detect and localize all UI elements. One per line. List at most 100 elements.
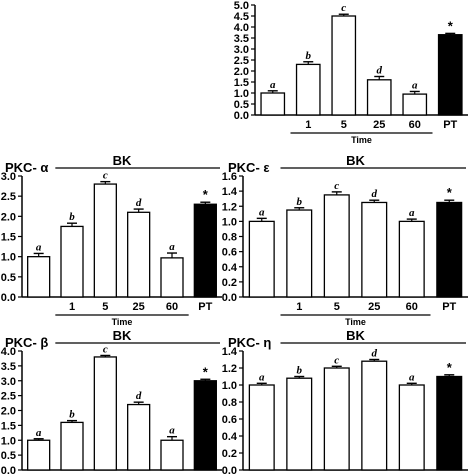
bar [436, 201, 463, 298]
bk-label: BK [346, 328, 365, 343]
data-label: c [334, 354, 339, 366]
x-tick-label: 60 [409, 119, 421, 131]
x-tick-label: 1 [296, 301, 302, 313]
y-tick-label: 3.5 [1, 361, 16, 373]
bar [160, 257, 184, 298]
y-tick-label: 0.2 [222, 448, 237, 460]
chart-panel-beta: PKC- β 0.0 0.5 1.0 1.5 2.0 2.5 3.0 3.5 4.0 a b c d a * B… [1, 328, 222, 474]
x-tick-label: 25 [368, 301, 380, 313]
bar [93, 183, 117, 298]
panel-title: PKC- α [5, 160, 48, 175]
x-tick-label: 25 [373, 119, 385, 131]
y-tick-label: 2.5 [1, 191, 16, 203]
y-tick-label: 1.0 [1, 252, 16, 264]
bar [27, 439, 51, 471]
y-tick-label: 0.0 [222, 465, 237, 474]
bar [398, 220, 425, 298]
y-tick-label: 2.0 [1, 406, 16, 418]
bar [286, 209, 313, 298]
y-tick-label: 2.5 [1, 391, 16, 403]
x-tick-label: 5 [334, 301, 340, 313]
data-label: b [306, 50, 312, 62]
y-tick-label: 1.0 [222, 216, 237, 228]
x-tick-label: 5 [341, 119, 347, 131]
y-tick-label: 3.0 [1, 376, 16, 388]
data-label: d [136, 390, 142, 402]
data-label: a [169, 425, 175, 437]
y-tick-label: 1.2 [222, 363, 237, 375]
y-tick-label: 0.6 [222, 414, 237, 426]
data-label: * [448, 18, 454, 33]
y-tick-label: 3.0 [234, 44, 249, 56]
data-label: c [334, 180, 339, 192]
y-tick-label: 2.0 [234, 66, 249, 78]
bar [60, 421, 84, 471]
data-label: a [409, 371, 415, 383]
data-label: a [259, 371, 265, 383]
y-tick-label: 0.2 [222, 277, 237, 289]
x-axis-label: Time [351, 135, 372, 145]
y-tick-label: 1.4 [222, 186, 238, 198]
y-tick-label: 0.5 [1, 450, 16, 462]
bar [160, 439, 184, 471]
data-label: * [203, 187, 209, 202]
y-tick-label: 1.5 [1, 232, 16, 244]
y-tick-label: 2.0 [1, 211, 16, 223]
x-tick-label: 1 [305, 119, 311, 131]
bk-label: BK [113, 328, 132, 343]
chart-panel-top: 0.00.51.01.52.02.53.03.54.04.55.0 a b 1 c 5 d 2… [234, 0, 468, 145]
data-label: a [259, 206, 265, 218]
y-tick-label: 0.0 [1, 292, 16, 304]
bar [93, 356, 117, 471]
y-tick-label: 1.0 [1, 435, 16, 447]
x-tick-label: 1 [69, 301, 75, 313]
data-label: a [36, 241, 42, 253]
data-label: a [270, 79, 276, 91]
bk-label: BK [113, 153, 132, 168]
bar [260, 92, 286, 116]
y-tick-label: 1.5 [1, 420, 16, 432]
y-tick-label: 5.0 [234, 0, 249, 12]
y-tick-label: 1.0 [234, 88, 249, 100]
bk-label: BK [346, 153, 365, 168]
data-label: * [447, 185, 453, 200]
data-label: c [103, 343, 108, 355]
bar [331, 15, 357, 116]
y-tick-label: 0.6 [222, 247, 237, 259]
data-label: c [341, 2, 346, 14]
data-label: c [103, 170, 108, 182]
x-tick-label: 60 [406, 301, 418, 313]
bar [398, 384, 425, 471]
data-label: d [372, 188, 378, 200]
bar [437, 34, 463, 116]
y-tick-label: 1.6 [222, 171, 237, 183]
data-label: b [297, 365, 303, 377]
x-tick-label: 25 [133, 301, 145, 313]
y-tick-label: 4.0 [234, 22, 249, 34]
data-label: a [412, 79, 418, 91]
chart-panel-alpha: PKC- α 0.0 0.5 1.0 1.5 2.0 2.5 3.0 a b 1 c 5 d 25 a 60 * P… [1, 153, 222, 327]
bar [248, 384, 275, 471]
panel-title: PKC- η [228, 335, 271, 350]
panel-title: PKC- β [5, 335, 48, 350]
chart-panel-eta: PKC- η 0.0 0.2 0.4 0.6 0.8 1.0 1.2 1.4 a b c d a * BK [222, 328, 468, 474]
bar [361, 360, 388, 471]
bar [127, 403, 151, 471]
bar [323, 194, 350, 298]
y-tick-label: 1.0 [222, 380, 237, 392]
y-tick-label: 4.0 [1, 346, 16, 358]
y-tick-label: 1.4 [222, 346, 238, 358]
y-tick-label: 0.0 [222, 292, 237, 304]
data-label: d [377, 65, 383, 77]
panel-title: PKC- ε [228, 160, 270, 175]
data-label: a [36, 427, 42, 439]
data-label: b [69, 409, 75, 421]
bar [27, 256, 51, 298]
data-label: d [372, 348, 378, 360]
bar [366, 79, 392, 116]
y-tick-label: 4.5 [234, 11, 249, 23]
data-label: d [136, 197, 142, 209]
data-label: * [447, 360, 453, 375]
x-tick-label: 5 [102, 301, 108, 313]
